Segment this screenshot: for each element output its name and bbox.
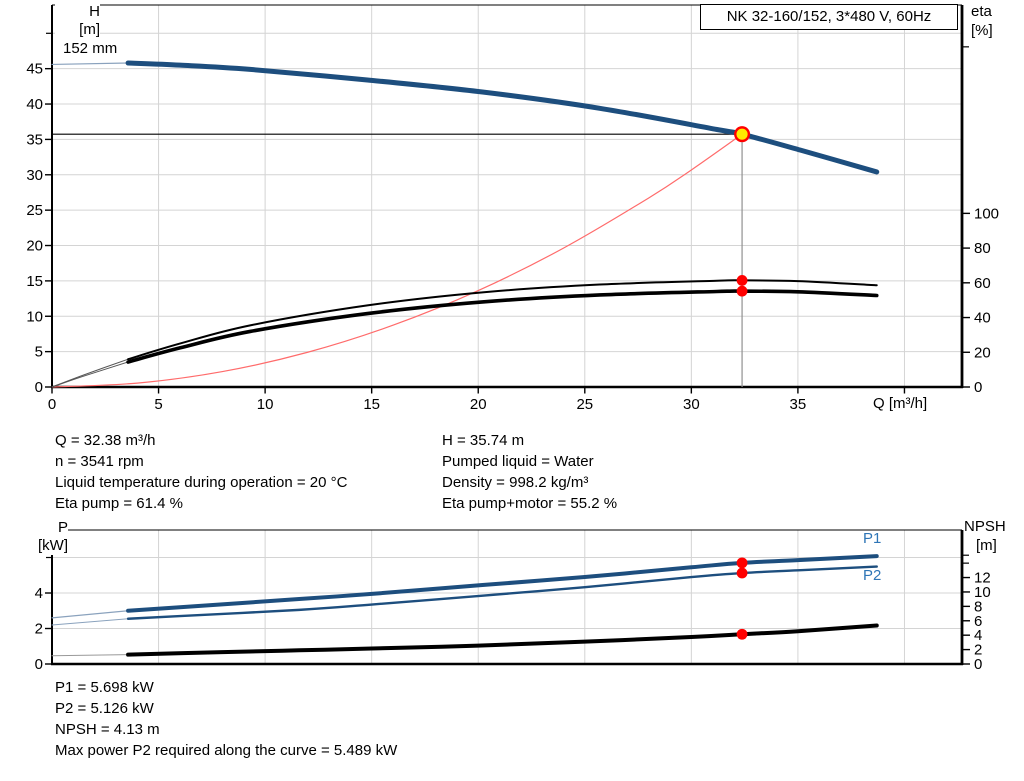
axis-tick-label: 12 xyxy=(974,570,991,587)
axis-tick-label: 25 xyxy=(576,396,593,413)
p2-curve xyxy=(126,565,878,620)
liquid-temp-value: Liquid temperature during operation = 20… xyxy=(55,474,348,491)
duty-dot xyxy=(736,274,748,286)
axis-tick-label: 10 xyxy=(974,584,991,601)
duty-dot xyxy=(736,567,748,579)
p2-lead-in xyxy=(51,618,129,626)
p1-curve-label: P1 xyxy=(863,530,882,547)
axis-tick-label: 20 xyxy=(26,238,43,255)
axis-tick-label: 100 xyxy=(974,205,999,222)
axis-tick-label: 4 xyxy=(35,585,43,602)
axis-tick-label: 60 xyxy=(974,275,991,292)
flow-value: Q = 32.38 m³/h xyxy=(55,432,156,449)
axis-tick-label: 25 xyxy=(26,202,43,219)
eta-axis-name: eta xyxy=(971,3,992,20)
p2-curve-label: P2 xyxy=(863,567,882,584)
duty-dot xyxy=(736,557,748,569)
pump-curve-152mm xyxy=(125,60,880,175)
axis-tick-label: 5 xyxy=(154,396,162,413)
duty-dot xyxy=(736,285,748,297)
eta-pump-motor-curve xyxy=(126,289,879,364)
duty-point-marker xyxy=(734,126,751,143)
axis-tick-label: 2 xyxy=(35,621,43,638)
axis-tick-label: 10 xyxy=(26,308,43,325)
axis-tick-label: 80 xyxy=(974,240,991,257)
p1-lead-in xyxy=(51,610,129,619)
npsh-value: NPSH = 4.13 m xyxy=(55,721,160,738)
eta-pump-motor-lead-in xyxy=(51,361,129,388)
axis-tick-label: 30 xyxy=(683,396,700,413)
duty-dot xyxy=(736,628,748,640)
eta-axis-unit: [%] xyxy=(971,22,993,39)
axis-tick-label: 0 xyxy=(35,656,43,673)
axis-tick-label: 40 xyxy=(26,96,43,113)
axis-tick-label: 20 xyxy=(470,396,487,413)
npsh-curve xyxy=(126,623,879,657)
impeller-size-label: 152 mm xyxy=(63,40,118,57)
power-data-block: P1 = 5.698 kW P2 = 5.126 kW NPSH = 4.13 … xyxy=(55,679,397,763)
axis-tick-label: 4 xyxy=(974,627,982,644)
axis-tick-label: 0 xyxy=(974,656,982,673)
flow-axis-unit: Q [m³/h] xyxy=(873,395,928,412)
density-value: Density = 998.2 kg/m³ xyxy=(442,474,589,491)
axis-tick-label: 35 xyxy=(790,396,807,413)
head-value: H = 35.74 m xyxy=(442,432,525,449)
operating-data-left-column: Q = 32.38 m³/h n = 3541 rpm Liquid tempe… xyxy=(55,432,347,516)
axis-tick-label: 8 xyxy=(974,598,982,615)
axis-tick-label: 0 xyxy=(35,379,43,396)
pump-curve-lead-in xyxy=(51,62,129,66)
system-curve xyxy=(51,133,743,388)
axis-tick-label: 0 xyxy=(48,396,56,413)
pumped-liquid-value: Pumped liquid = Water xyxy=(442,453,594,470)
eta-pump-motor-value: Eta pump+motor = 55.2 % xyxy=(442,495,618,512)
axis-tick-label: 20 xyxy=(974,344,991,361)
axis-tick-label: 0 xyxy=(974,379,982,396)
axis-tick-label: 40 xyxy=(974,310,991,327)
power-axis-unit: [kW] xyxy=(25,537,68,555)
speed-value: n = 3541 rpm xyxy=(55,453,144,470)
axis-tick-label: 45 xyxy=(26,61,43,78)
p1-curve xyxy=(126,554,879,613)
max-power-value: Max power P2 required along the curve = … xyxy=(55,742,398,759)
axis-tick-label: 2 xyxy=(974,642,982,659)
axis-tick-label: 15 xyxy=(363,396,380,413)
p2-value: P2 = 5.126 kW xyxy=(55,700,154,717)
head-axis-unit: [m] xyxy=(55,21,100,39)
pump-title-box: NK 32-160/152, 3*480 V, 60Hz xyxy=(700,4,958,30)
npsh-axis-name: NPSH xyxy=(964,518,1006,535)
axis-tick-label: 15 xyxy=(26,273,43,290)
head-axis-name: H xyxy=(55,3,100,21)
npsh-lead-in xyxy=(51,654,129,657)
power-axis-name: P xyxy=(25,519,68,537)
axis-tick-label: 6 xyxy=(974,613,982,630)
npsh-axis-unit: [m] xyxy=(976,537,997,554)
axis-tick-label: 30 xyxy=(26,167,43,184)
eta-pump-curve xyxy=(127,279,878,361)
p1-value: P1 = 5.698 kW xyxy=(55,679,154,696)
operating-data-right-column: H = 35.74 m Pumped liquid = Water Densit… xyxy=(442,432,617,516)
eta-pump-value: Eta pump = 61.4 % xyxy=(55,495,183,512)
axis-tick-label: 5 xyxy=(35,344,43,361)
axis-tick-label: 35 xyxy=(26,131,43,148)
axis-tick-label: 10 xyxy=(257,396,274,413)
